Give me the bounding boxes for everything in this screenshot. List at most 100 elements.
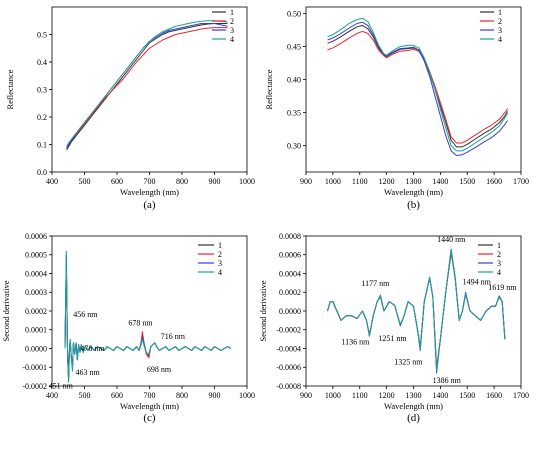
x-tick-label: 1100 (352, 177, 368, 186)
panel-letter: (a) (143, 199, 156, 211)
series-line-3 (327, 21, 508, 156)
x-tick-label: 1500 (459, 177, 475, 186)
y-tick-label: 0.0004 (279, 269, 301, 278)
peak-annotation: 1251 nm (378, 334, 407, 343)
y-tick-label: -0.0006 (276, 363, 301, 372)
peak-annotation: 463 nm (75, 368, 100, 377)
y-tick-label: 0.1 (37, 140, 47, 149)
y-tick-label: 0.50 (287, 9, 301, 18)
legend-label: 3 (498, 26, 502, 35)
peak-annotation: 698 nm (147, 365, 172, 374)
y-tick-label: 0.0001 (25, 326, 47, 335)
x-tick-label: 600 (111, 391, 123, 400)
series-line-3 (66, 23, 228, 149)
series-line-3 (327, 248, 506, 374)
x-tick-label: 1000 (239, 177, 255, 186)
y-tick-label: 0.40 (287, 75, 301, 84)
y-tick-label: -0.0002 (22, 382, 47, 391)
x-tick-label: 1000 (325, 391, 341, 400)
peak-annotation: 456 nm (73, 310, 98, 319)
series-line-4 (64, 250, 231, 383)
x-tick-label: 900 (209, 391, 221, 400)
y-tick-label: 0.2 (37, 113, 47, 122)
x-tick-label: 1400 (432, 177, 448, 186)
peak-annotation: 1386 nm (433, 376, 462, 385)
chart-panel-4: 900 1000 1100 1200 1300 1400 1500 1600 1700 -0.00… (258, 232, 529, 424)
y-tick-label: 0.0004 (25, 269, 47, 278)
x-tick-label: 1200 (379, 391, 395, 400)
peak-annotation: 716 nm (161, 332, 186, 341)
peak-annotation: 1619 nm (488, 283, 517, 292)
y-tick-label: 0.0006 (279, 251, 301, 260)
x-axis-label: Wavelength (nm) (384, 187, 443, 197)
x-tick-label: 900 (300, 391, 312, 400)
x-axis-label: Wavelength (nm) (120, 187, 179, 197)
x-tick-label: 1700 (513, 391, 529, 400)
peak-annotation: 1177 nm (361, 279, 390, 288)
legend-label: 3 (497, 259, 501, 268)
x-tick-label: 1000 (325, 177, 341, 186)
y-tick-label: 0.3 (37, 85, 47, 94)
series-line-1 (327, 24, 508, 148)
x-tick-label: 600 (111, 177, 123, 186)
x-tick-label: 1500 (459, 391, 475, 400)
series-line-4 (327, 17, 509, 152)
x-tick-label: 1200 (379, 177, 395, 186)
x-tick-label: 1600 (486, 391, 502, 400)
y-tick-label: -0.0002 (276, 326, 301, 335)
chart-panel-3: 400 500 600 700 800 900 1000 -0.0002 -0.0001 0.00… (1, 232, 255, 424)
panel-letter: (c) (143, 412, 156, 424)
peak-annotation: 1494 nm (463, 277, 492, 286)
x-tick-label: 700 (144, 391, 156, 400)
peak-annotation: 1440 nm (437, 235, 466, 244)
x-tick-label: 900 (300, 177, 312, 186)
series-line-2 (327, 250, 506, 370)
x-tick-label: 1700 (513, 177, 529, 186)
y-axis-label: Second derivative (258, 280, 268, 341)
x-tick-label: 500 (79, 391, 91, 400)
y-tick-label: 0.0008 (279, 232, 301, 241)
y-tick-label: 0.4 (37, 58, 47, 67)
legend-label: 4 (230, 35, 234, 44)
peak-annotation: 478 nm (80, 344, 105, 353)
y-tick-label: 0.0006 (25, 232, 47, 241)
legend-label: 1 (218, 241, 222, 250)
y-tick-label: -0.0004 (276, 344, 301, 353)
x-tick-label: 800 (176, 177, 188, 186)
y-tick-label: 0.0002 (25, 307, 47, 316)
series-line-2 (327, 30, 508, 144)
y-tick-label: 0.0002 (279, 288, 301, 297)
peak-annotation: 678 nm (128, 319, 153, 328)
y-tick-label: 0.30 (287, 141, 301, 150)
series-line-4 (66, 20, 228, 147)
y-axis-label: Second derivative (1, 280, 11, 341)
peak-annotation: 1136 nm (341, 337, 370, 346)
x-tick-label: 700 (144, 177, 156, 186)
y-tick-label: 0.0000 (25, 344, 47, 353)
y-tick-label: 0.0000 (279, 307, 301, 316)
series-line-2 (66, 27, 228, 148)
y-tick-label: 0.0003 (25, 288, 47, 297)
peak-annotation: 451 nm (49, 381, 74, 390)
legend-label: 4 (218, 268, 222, 277)
legend-label: 2 (497, 250, 501, 259)
legend-label: 3 (230, 26, 234, 35)
legend-label: 4 (497, 268, 501, 277)
y-tick-label: -0.0001 (22, 363, 47, 372)
y-tick-label: 0.0005 (25, 251, 47, 260)
x-tick-label: 800 (176, 391, 188, 400)
series-line-4 (327, 249, 506, 372)
y-axis-label: Reflectance (264, 69, 274, 109)
chart-panel-1: 400 500 600 700 800 900 1000 0.0 0.1 0.2 0.3 0.4 0.5… (5, 6, 255, 211)
peak-annotation: 1325 nm (394, 358, 423, 367)
plot-frame (51, 6, 248, 173)
series-line-1 (66, 23, 228, 151)
chart-panel-2: 900 1000 1100 1200 1300 1400 1500 1600 1700 0.30 0… (264, 6, 529, 211)
y-tick-label: 0.35 (287, 108, 301, 117)
x-axis-label: Wavelength (nm) (120, 401, 179, 411)
legend-label: 2 (218, 250, 222, 259)
x-tick-label: 1000 (239, 391, 255, 400)
x-tick-label: 400 (46, 391, 58, 400)
legend-label: 4 (498, 35, 502, 44)
